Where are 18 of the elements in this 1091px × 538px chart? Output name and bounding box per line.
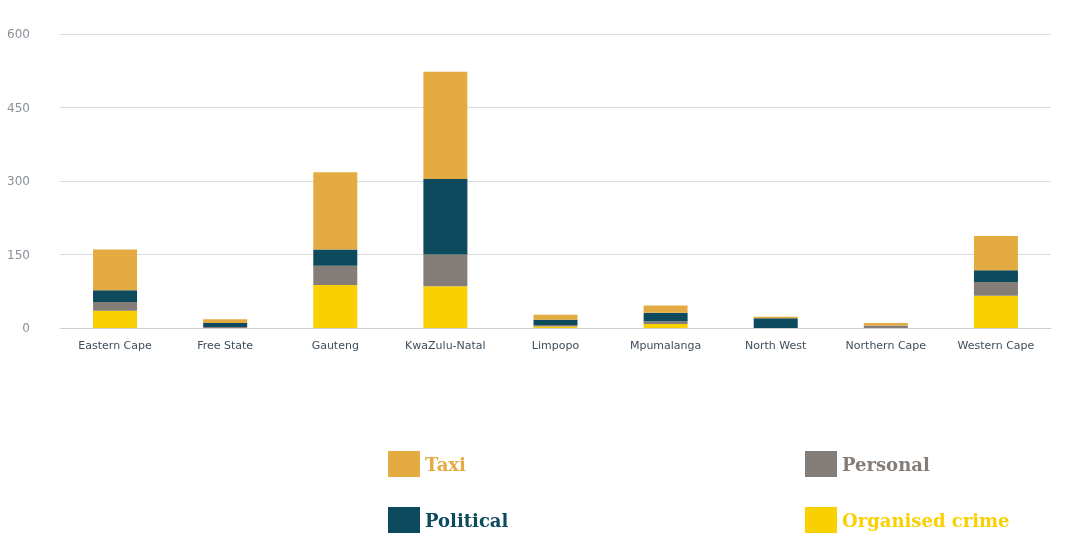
- y-tick-label: 150: [7, 247, 30, 262]
- legend-label: Personal: [842, 453, 930, 475]
- y-tick-label: 600: [7, 27, 30, 41]
- y-tick-label: 450: [7, 100, 30, 115]
- x-tick-label: Western Cape: [957, 339, 1035, 352]
- legend-label: Taxi: [425, 453, 467, 475]
- x-tick-label: Limpopo: [531, 339, 580, 352]
- x-tick-label: Gauteng: [311, 339, 359, 352]
- y-tick-label: 0: [22, 321, 30, 335]
- x-tick-label: Free State: [197, 339, 254, 352]
- x-tick-label: Eastern Cape: [78, 339, 153, 352]
- legend-label: Political: [425, 509, 509, 531]
- x-tick-label: North West: [745, 339, 808, 352]
- legend-label: Organised crime: [842, 509, 1010, 531]
- x-tick-label: Northern Cape: [845, 339, 927, 352]
- x-tick-label: KwaZulu-Natal: [405, 339, 486, 352]
- x-tick-label: Mpumalanga: [629, 339, 702, 352]
- y-tick-label: 300: [7, 174, 30, 188]
